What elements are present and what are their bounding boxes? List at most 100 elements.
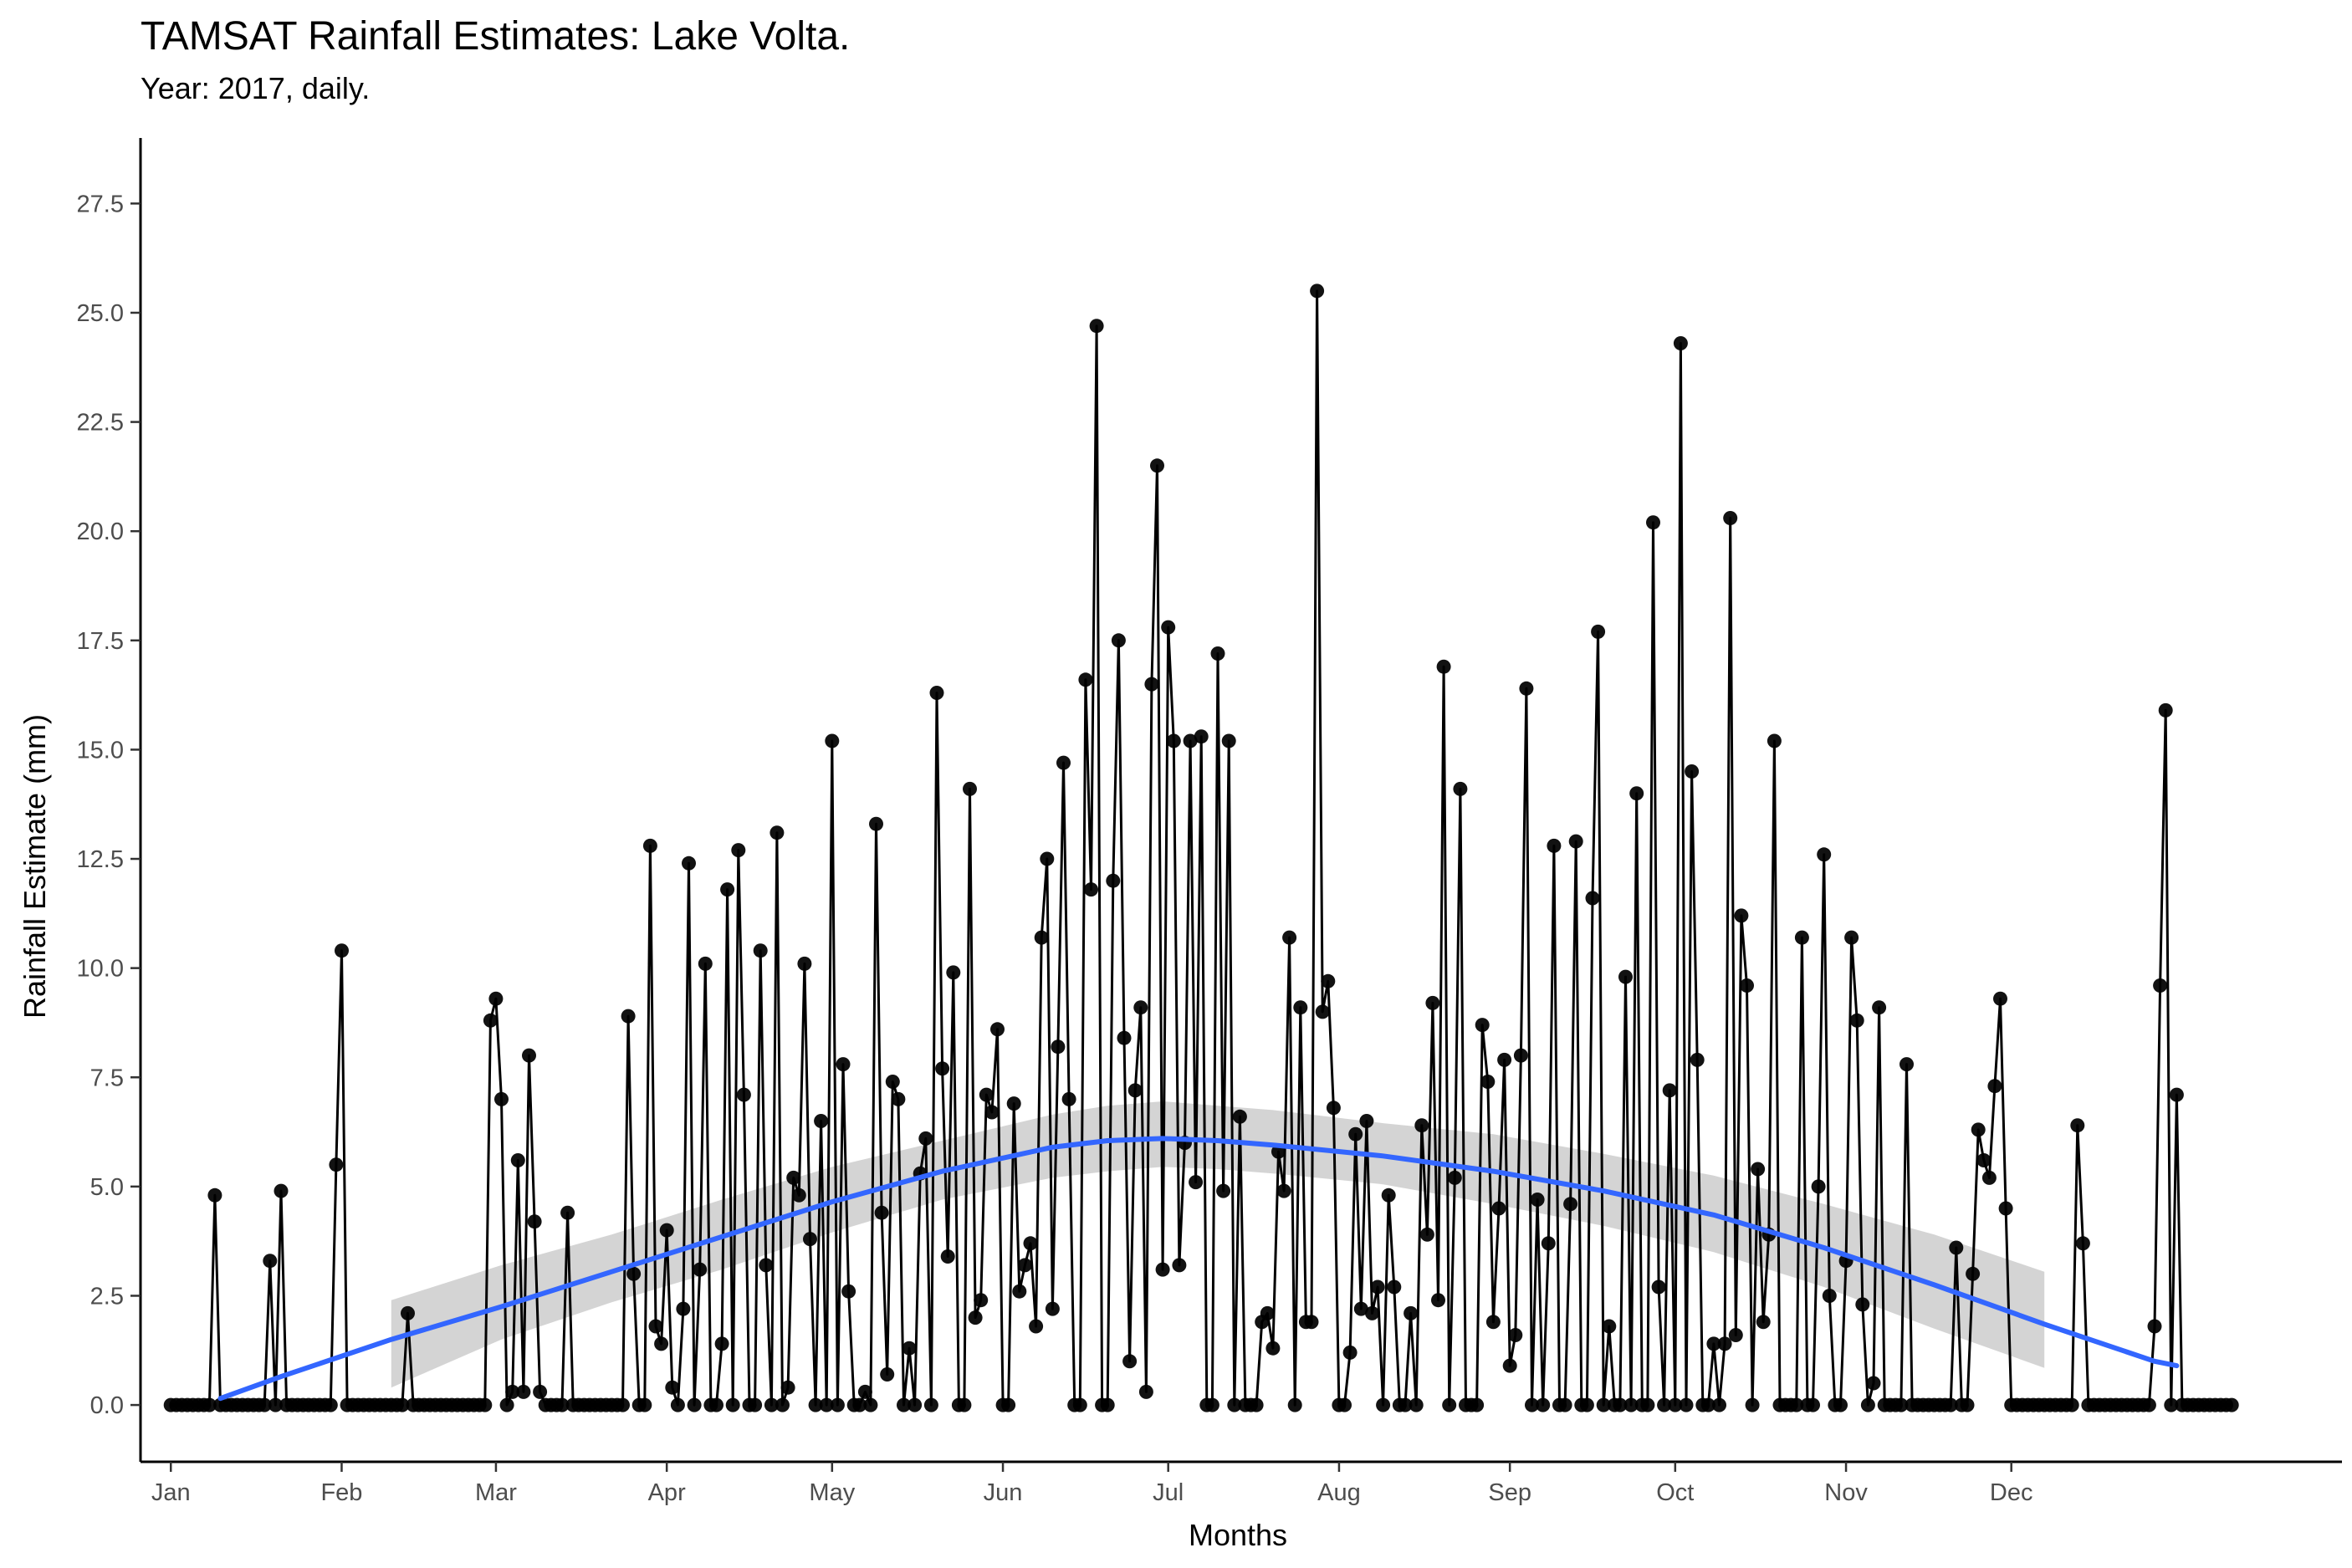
data-point (1519, 681, 1534, 696)
data-point (1673, 336, 1688, 350)
data-point (1414, 1118, 1429, 1133)
data-point (1166, 733, 1181, 748)
data-point (1232, 1109, 1247, 1124)
data-point (1265, 1341, 1281, 1356)
data-point (1690, 1052, 1705, 1067)
data-point (770, 825, 785, 840)
data-point (819, 1397, 834, 1412)
data-point (1282, 930, 1297, 945)
data-point (786, 1170, 801, 1185)
data-point (1012, 1284, 1027, 1299)
data-point (1485, 1315, 1501, 1330)
data-point (1409, 1397, 1424, 1412)
data-point (1072, 1397, 1087, 1412)
smooth-ribbon-layer (391, 1101, 2045, 1388)
data-point (1194, 729, 1209, 744)
data-point (748, 1397, 763, 1412)
data-point (731, 843, 746, 858)
data-point (1387, 1279, 1402, 1295)
data-point (1419, 1227, 1434, 1242)
data-point (1034, 930, 1049, 945)
y-tick-label: 27.5 (77, 191, 124, 217)
data-point (1216, 1183, 1231, 1198)
data-point (725, 1397, 740, 1412)
data-point (1872, 1000, 1887, 1015)
data-point (1475, 1018, 1490, 1033)
data-point (522, 1048, 536, 1063)
data-point (533, 1384, 548, 1399)
data-point (1117, 1030, 1132, 1045)
data-point (891, 1091, 906, 1106)
data-point (560, 1205, 575, 1220)
data-point (984, 1105, 1000, 1120)
data-point (946, 965, 961, 980)
x-tick-label: Oct (1656, 1479, 1694, 1506)
data-point (1591, 624, 1606, 639)
data-point (929, 686, 944, 700)
data-point (940, 1249, 955, 1264)
data-point (1811, 1179, 1826, 1194)
data-point (968, 1310, 983, 1325)
data-point (698, 956, 713, 971)
data-point (1183, 733, 1198, 748)
data-point (659, 1223, 674, 1238)
data-point (897, 1397, 911, 1412)
data-point (709, 1397, 723, 1412)
data-point (1734, 908, 1749, 923)
data-point (1447, 1170, 1462, 1185)
y-tick-label: 12.5 (77, 846, 124, 873)
data-point (2064, 1397, 2079, 1412)
data-point (642, 838, 657, 853)
x-tick-label: Jun (984, 1479, 1023, 1506)
data-point (626, 1266, 642, 1281)
data-point (1860, 1397, 1875, 1412)
data-point (1960, 1397, 1975, 1412)
data-point (2164, 1397, 2179, 1412)
data-point (1122, 1354, 1138, 1369)
data-point (1966, 1266, 1981, 1281)
x-axis-title: Months (1189, 1518, 1287, 1552)
smooth-trend-line (217, 1136, 2180, 1402)
data-point (1326, 1101, 1341, 1116)
data-point (1557, 1397, 1572, 1412)
data-point (1613, 1397, 1628, 1412)
data-point (1833, 1397, 1848, 1412)
data-point (1712, 1397, 1726, 1412)
data-point (780, 1380, 795, 1395)
x-tick-label: Feb (320, 1479, 362, 1506)
data-point (1056, 755, 1071, 770)
data-point (1370, 1279, 1385, 1295)
y-tick-label: 25.0 (77, 300, 124, 327)
data-point (1089, 319, 1104, 334)
data-point (1513, 1048, 1528, 1063)
data-point (1204, 1397, 1219, 1412)
data-point (1398, 1397, 1413, 1412)
data-point (1497, 1052, 1512, 1067)
data-point (1508, 1328, 1523, 1342)
data-point (1976, 1153, 1992, 1167)
data-point (1547, 838, 1562, 853)
data-point (329, 1157, 344, 1172)
data-point (1431, 1293, 1445, 1308)
data-point (1061, 1091, 1076, 1106)
y-tick-label: 10.0 (77, 956, 124, 983)
data-point (1040, 851, 1055, 866)
data-point (335, 943, 349, 958)
data-point (1668, 1397, 1683, 1412)
data-point (935, 1061, 950, 1076)
data-point (1155, 1262, 1170, 1277)
data-point (207, 1187, 222, 1203)
data-point (825, 733, 840, 748)
data-point (1210, 646, 1225, 661)
data-point (808, 1397, 823, 1412)
data-point (1806, 1397, 1820, 1412)
data-point (1404, 1305, 1419, 1320)
data-point (841, 1284, 856, 1299)
data-point (1353, 1301, 1368, 1316)
data-point (1987, 1079, 2002, 1094)
chart-subtitle: Year: 2017, daily. (141, 71, 371, 105)
data-point (1949, 1240, 1964, 1255)
data-point (274, 1183, 289, 1198)
data-point (693, 1262, 708, 1277)
data-point (1706, 1336, 1721, 1351)
